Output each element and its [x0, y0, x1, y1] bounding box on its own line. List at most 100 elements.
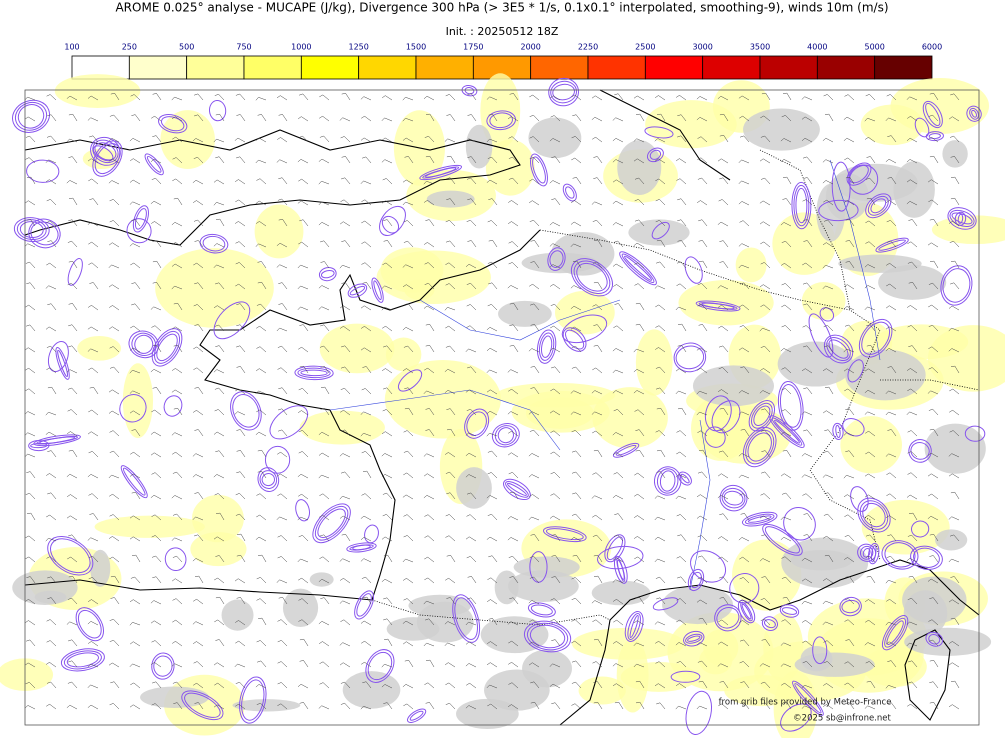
colorbar-label: 1000: [291, 43, 311, 52]
wind-barb: [236, 114, 246, 122]
wind-barb: [152, 240, 162, 248]
wind-barb: [656, 471, 666, 479]
wind-barb: [234, 411, 246, 416]
wind-barb: [235, 199, 246, 206]
wind-barb: [907, 681, 918, 689]
wind-barb: [131, 554, 141, 563]
wind-barb: [801, 557, 813, 563]
cape-area: [485, 139, 535, 196]
wind-barb: [780, 158, 792, 164]
wind-barb: [950, 617, 960, 626]
wind-barb: [761, 576, 771, 584]
wind-barb: [340, 366, 351, 374]
wind-barb: [866, 197, 876, 206]
divergence-contour: [213, 301, 251, 340]
wind-barb: [339, 558, 351, 563]
wind-barb: [761, 450, 771, 458]
wind-barb: [760, 681, 771, 689]
wind-barb: [24, 662, 36, 668]
wind-barb: [591, 495, 603, 500]
wind-barb: [508, 555, 519, 563]
wind-barb: [739, 304, 750, 311]
wind-barb: [780, 431, 792, 437]
wind-barb: [214, 682, 225, 689]
wind-barb: [360, 705, 372, 710]
wind-barb: [277, 493, 288, 500]
wind-barb: [318, 431, 330, 437]
wind-barb: [193, 346, 204, 353]
wind-barb: [45, 537, 57, 542]
wind-barb: [320, 597, 330, 605]
cloud-area: [662, 585, 734, 625]
wind-barb: [214, 619, 225, 626]
wind-barb: [423, 600, 435, 605]
wind-barb: [45, 431, 57, 437]
wind-barb: [465, 536, 477, 542]
divergence-contour: [881, 540, 919, 570]
wind-barb: [215, 156, 225, 164]
wind-barb: [634, 283, 645, 290]
wind-barb: [360, 180, 372, 185]
wind-barb: [171, 578, 183, 584]
wind-barb: [634, 556, 645, 563]
divergence-contour: [367, 651, 393, 681]
wind-barb: [298, 388, 309, 395]
colorbar-label: 250: [122, 43, 137, 52]
wind-barb: [108, 158, 120, 164]
wind-barb: [465, 663, 477, 668]
wind-barb: [760, 429, 771, 437]
wind-barb: [864, 473, 876, 479]
divergence-contour: [791, 181, 812, 230]
wind-barb: [571, 619, 582, 626]
wind-barb: [613, 284, 624, 290]
wind-barb: [843, 348, 855, 353]
divergence-contour: [241, 679, 265, 721]
wind-barb: [297, 158, 309, 164]
wind-barb: [529, 576, 540, 584]
divergence-contour: [526, 622, 569, 651]
wind-barb: [235, 241, 246, 248]
wind-barb: [633, 515, 645, 521]
wind-barbs: [24, 92, 960, 710]
divergence-contour: [352, 544, 371, 551]
wind-barb: [26, 471, 36, 479]
wind-barb: [948, 516, 960, 521]
wind-barb: [214, 493, 225, 500]
wind-barb: [486, 662, 498, 668]
wind-barb: [341, 282, 351, 290]
wind-barb: [635, 302, 645, 311]
wind-barb: [739, 577, 750, 584]
cape-area: [404, 279, 435, 300]
wind-barb: [634, 409, 645, 416]
wind-barb: [194, 93, 204, 101]
wind-barb: [802, 325, 813, 332]
wind-barb: [551, 198, 561, 206]
wind-barb: [319, 135, 330, 143]
wind-barb: [927, 452, 939, 458]
wind-barb: [193, 661, 204, 668]
wind-barb: [277, 556, 288, 563]
wind-barb: [466, 408, 477, 416]
wind-barb: [781, 240, 792, 248]
wind-barb: [760, 177, 771, 185]
wind-barb: [571, 471, 582, 479]
wind-barb: [864, 285, 876, 290]
wind-barb: [801, 116, 813, 122]
wind-barb: [194, 114, 204, 122]
wind-barb: [865, 241, 876, 248]
wind-barb: [781, 619, 792, 626]
wind-barb: [381, 578, 393, 584]
wind-barb: [299, 93, 309, 101]
wind-barb: [949, 409, 960, 416]
divergence-contour: [762, 523, 803, 556]
wind-barb: [488, 282, 498, 290]
cape-area: [319, 323, 395, 374]
wind-barb: [822, 578, 834, 584]
wind-barb: [87, 158, 99, 164]
wind-barb: [549, 180, 561, 185]
wind-barb: [486, 410, 498, 416]
wind-barb: [192, 558, 204, 563]
wind-barb: [108, 326, 120, 332]
init-time: Init. : 20250512 18Z: [446, 25, 559, 38]
wind-barb: [150, 600, 162, 605]
